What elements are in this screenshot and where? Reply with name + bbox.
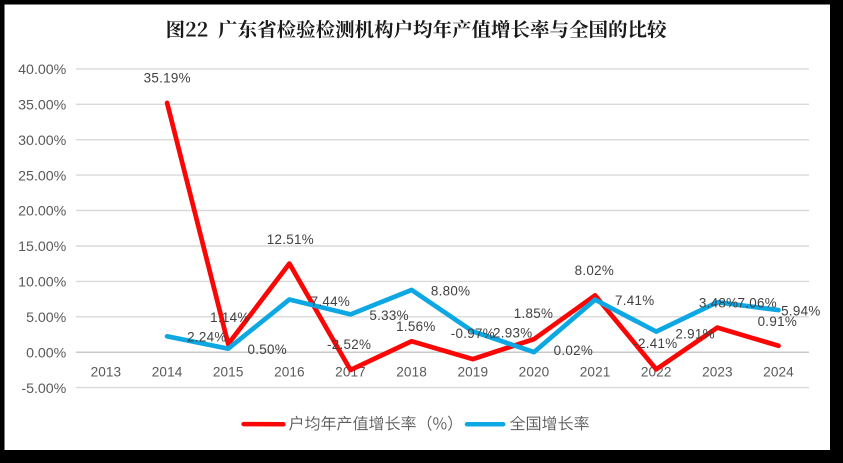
svg-text:2014: 2014 — [152, 365, 183, 380]
svg-text:7.06%: 7.06% — [737, 296, 776, 311]
svg-text:5.00%: 5.00% — [26, 310, 67, 326]
svg-text:-2.41%: -2.41% — [633, 336, 677, 351]
svg-text:7.44%: 7.44% — [311, 294, 350, 309]
svg-text:40.00%: 40.00% — [18, 62, 67, 78]
svg-text:2.24%: 2.24% — [187, 330, 226, 345]
svg-text:2023: 2023 — [702, 365, 733, 380]
svg-text:-5.00%: -5.00% — [21, 381, 66, 397]
svg-text:-0.97%: -0.97% — [451, 326, 495, 341]
svg-text:2022: 2022 — [641, 365, 672, 380]
svg-text:1.14%: 1.14% — [210, 310, 249, 325]
svg-text:2021: 2021 — [580, 365, 611, 380]
svg-text:0.50%: 0.50% — [247, 342, 286, 357]
svg-text:2018: 2018 — [396, 365, 427, 380]
svg-text:5.33%: 5.33% — [369, 308, 408, 323]
svg-text:2013: 2013 — [91, 365, 122, 380]
svg-text:2019: 2019 — [457, 365, 488, 380]
svg-text:0.91%: 0.91% — [758, 314, 797, 329]
svg-text:10.00%: 10.00% — [18, 275, 67, 291]
svg-text:35.19%: 35.19% — [144, 70, 191, 85]
svg-text:2.93%: 2.93% — [493, 325, 532, 340]
svg-text:12.51%: 12.51% — [267, 232, 314, 247]
svg-text:5.94%: 5.94% — [781, 303, 820, 318]
svg-text:2.91%: 2.91% — [675, 326, 714, 341]
svg-text:25.00%: 25.00% — [18, 168, 67, 184]
svg-text:0.00%: 0.00% — [26, 345, 67, 361]
svg-text:2015: 2015 — [213, 365, 244, 380]
svg-text:35.00%: 35.00% — [18, 98, 67, 114]
svg-text:2024: 2024 — [763, 365, 794, 380]
svg-text:0.02%: 0.02% — [554, 343, 593, 358]
svg-text:7.41%: 7.41% — [615, 293, 654, 308]
svg-text:-2.52%: -2.52% — [327, 337, 371, 352]
svg-text:15.00%: 15.00% — [18, 239, 67, 255]
svg-text:3.48%: 3.48% — [699, 296, 738, 311]
svg-text:2020: 2020 — [519, 365, 550, 380]
svg-text:8.02%: 8.02% — [575, 263, 614, 278]
svg-text:30.00%: 30.00% — [18, 133, 67, 149]
svg-text:1.56%: 1.56% — [396, 319, 435, 334]
svg-text:2016: 2016 — [274, 365, 305, 380]
svg-text:8.80%: 8.80% — [431, 283, 470, 298]
svg-text:20.00%: 20.00% — [18, 204, 67, 220]
svg-text:1.85%: 1.85% — [514, 306, 553, 321]
